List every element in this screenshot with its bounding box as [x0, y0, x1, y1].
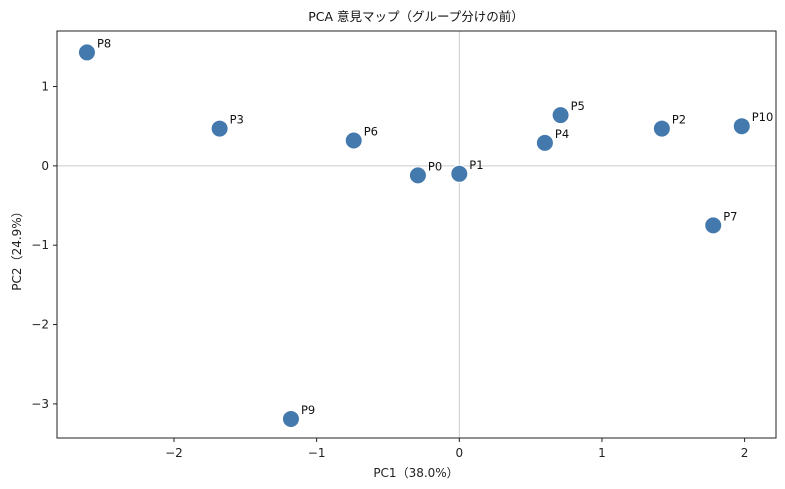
- data-point-p8: [77, 43, 96, 62]
- point-label-p10: P10: [752, 110, 774, 124]
- point-label-p0: P0: [428, 159, 442, 173]
- x-tick-label: 0: [455, 446, 463, 460]
- data-point-p2: [652, 119, 671, 138]
- data-point-p7: [704, 216, 723, 235]
- y-tick-label: 1: [41, 80, 49, 94]
- point-label-p2: P2: [672, 113, 686, 127]
- point-label-p8: P8: [97, 36, 111, 50]
- data-point-p0: [408, 166, 427, 185]
- point-label-p5: P5: [571, 99, 585, 113]
- x-axis-ticks: −2 −1 0 1 2: [165, 438, 748, 460]
- y-tick-label: 0: [41, 159, 49, 173]
- x-tick-label: −2: [165, 446, 183, 460]
- x-tick-label: −1: [308, 446, 326, 460]
- y-tick-label: −1: [31, 238, 49, 252]
- y-tick-label: −3: [31, 397, 49, 411]
- data-points: [77, 43, 751, 428]
- point-label-p4: P4: [555, 127, 569, 141]
- data-point-p5: [551, 106, 570, 125]
- point-label-p9: P9: [301, 403, 315, 417]
- reference-lines: [57, 31, 776, 438]
- point-label-p7: P7: [723, 209, 737, 223]
- data-point-p3: [210, 119, 229, 138]
- y-axis-label: PC2（24.9%）: [10, 205, 24, 290]
- data-point-p1: [450, 164, 469, 183]
- plot-frame: [56, 30, 777, 439]
- data-point-p6: [344, 131, 363, 150]
- x-tick-label: 1: [598, 446, 606, 460]
- point-label-p3: P3: [230, 113, 244, 127]
- point-label-p6: P6: [364, 124, 378, 138]
- y-tick-label: −2: [31, 318, 49, 332]
- y-axis-ticks: −3 −2 −1 0 1: [31, 80, 57, 411]
- point-label-p1: P1: [469, 158, 483, 172]
- data-point-p9: [281, 409, 300, 428]
- data-point-p4: [535, 133, 554, 152]
- x-axis-label: PC1（38.0%）: [373, 466, 458, 480]
- chart-title: PCA 意見マップ（グループ分けの前）: [308, 9, 524, 24]
- data-point-p10: [732, 117, 751, 136]
- x-tick-label: 2: [741, 446, 749, 460]
